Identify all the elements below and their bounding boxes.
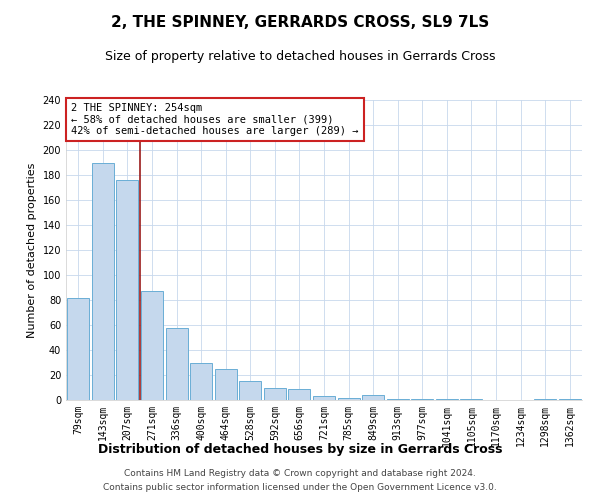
Bar xyxy=(166,328,188,400)
Bar xyxy=(141,291,163,400)
Bar xyxy=(215,369,237,400)
Bar xyxy=(386,399,409,400)
Text: Contains HM Land Registry data © Crown copyright and database right 2024.: Contains HM Land Registry data © Crown c… xyxy=(124,468,476,477)
Bar xyxy=(264,388,286,400)
Bar xyxy=(559,399,581,400)
Bar xyxy=(313,396,335,400)
Bar xyxy=(460,399,482,400)
Text: Contains public sector information licensed under the Open Government Licence v3: Contains public sector information licen… xyxy=(103,484,497,492)
Text: Size of property relative to detached houses in Gerrards Cross: Size of property relative to detached ho… xyxy=(105,50,495,63)
Bar xyxy=(534,399,556,400)
Bar xyxy=(289,389,310,400)
Y-axis label: Number of detached properties: Number of detached properties xyxy=(27,162,37,338)
Bar xyxy=(436,399,458,400)
Bar xyxy=(92,162,114,400)
Bar xyxy=(362,395,384,400)
Text: 2, THE SPINNEY, GERRARDS CROSS, SL9 7LS: 2, THE SPINNEY, GERRARDS CROSS, SL9 7LS xyxy=(111,15,489,30)
Bar xyxy=(411,399,433,400)
Bar xyxy=(338,398,359,400)
Text: Distribution of detached houses by size in Gerrards Cross: Distribution of detached houses by size … xyxy=(98,442,502,456)
Bar xyxy=(190,362,212,400)
Text: 2 THE SPINNEY: 254sqm
← 58% of detached houses are smaller (399)
42% of semi-det: 2 THE SPINNEY: 254sqm ← 58% of detached … xyxy=(71,103,359,136)
Bar xyxy=(67,298,89,400)
Bar xyxy=(239,381,262,400)
Bar xyxy=(116,180,139,400)
